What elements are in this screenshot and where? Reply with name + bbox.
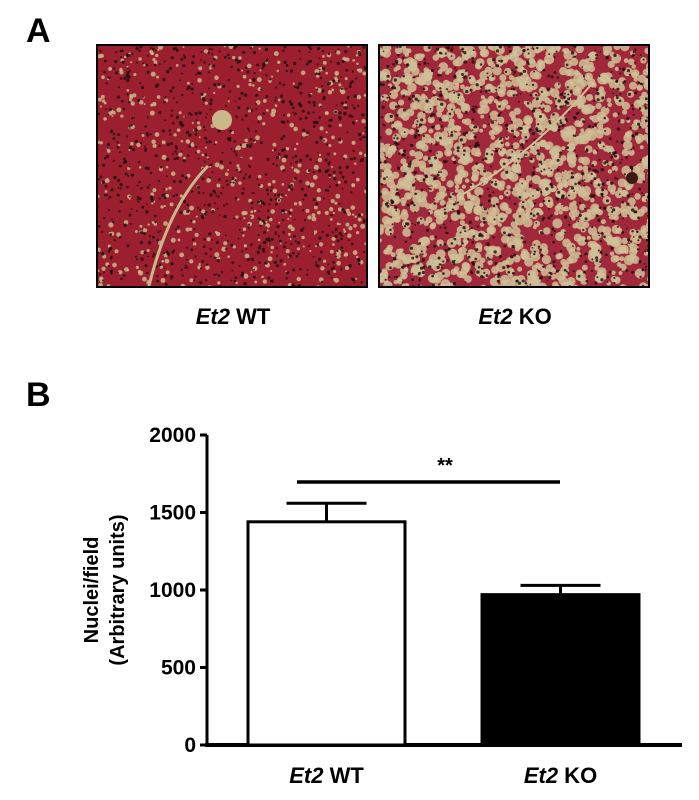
gene-label: Et2 <box>478 304 513 329</box>
x-tick-label: Et2 WT <box>289 763 364 788</box>
y-tick-label: 1500 <box>149 502 196 525</box>
x-tick-label: Et2 KO <box>524 763 597 788</box>
gene-label: Et2 <box>195 304 230 329</box>
genotype-label: KO <box>518 304 552 329</box>
caption-wt: Et2 WT <box>96 304 370 330</box>
y-tick-label: 0 <box>184 734 196 757</box>
panel-label-b: B <box>26 376 51 414</box>
y-tick-label: 500 <box>161 657 196 680</box>
genotype-label: WT <box>236 304 271 329</box>
significance-label: ** <box>437 455 453 477</box>
panel-label-a: A <box>26 12 51 50</box>
bar-ko <box>480 593 641 747</box>
y-tick-label: 1000 <box>149 579 196 602</box>
y-axis-label-1: Nuclei/field <box>81 537 103 644</box>
histology-image-ko <box>378 44 650 288</box>
y-axis-label-2: (Arbitrary units) <box>107 514 129 665</box>
caption-ko: Et2 KO <box>378 304 652 330</box>
histology-image-wt <box>96 44 368 288</box>
bar-wt <box>246 520 407 747</box>
y-tick-label: 2000 <box>149 424 196 447</box>
